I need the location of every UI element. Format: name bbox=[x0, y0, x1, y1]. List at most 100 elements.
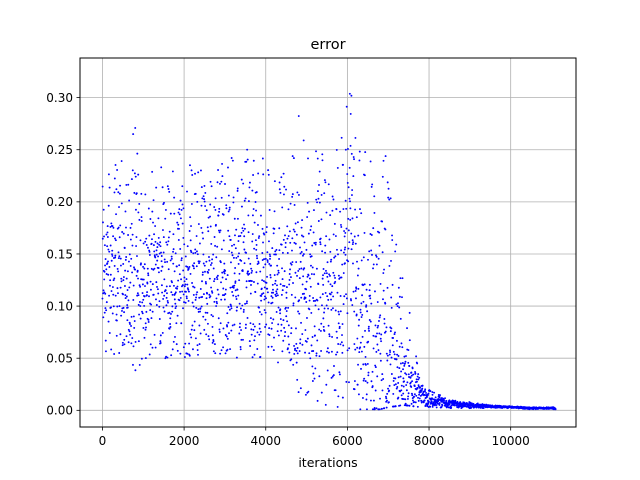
data-point bbox=[130, 222, 133, 225]
data-point bbox=[227, 210, 230, 213]
data-point bbox=[325, 211, 328, 214]
data-point bbox=[399, 362, 402, 365]
data-point bbox=[125, 226, 127, 229]
data-point bbox=[213, 343, 216, 346]
data-point bbox=[333, 365, 335, 367]
data-point bbox=[132, 284, 135, 287]
data-point bbox=[243, 235, 246, 238]
data-point bbox=[142, 265, 145, 268]
data-point bbox=[416, 387, 419, 390]
data-point bbox=[333, 222, 336, 225]
data-point bbox=[198, 296, 201, 299]
data-point bbox=[347, 217, 350, 220]
data-point bbox=[290, 327, 293, 330]
data-point bbox=[404, 402, 407, 405]
data-point bbox=[296, 274, 298, 277]
data-point bbox=[188, 354, 191, 357]
data-point bbox=[258, 327, 261, 330]
data-point bbox=[139, 317, 142, 320]
data-point bbox=[148, 254, 151, 256]
data-point bbox=[371, 183, 374, 186]
data-point bbox=[158, 305, 161, 308]
data-point bbox=[285, 296, 288, 299]
data-point bbox=[117, 270, 120, 273]
data-point bbox=[379, 397, 381, 400]
data-point bbox=[260, 294, 263, 297]
data-point bbox=[353, 158, 355, 161]
data-point bbox=[370, 234, 373, 236]
data-point bbox=[221, 276, 224, 279]
data-point bbox=[208, 259, 211, 262]
data-point bbox=[208, 256, 210, 258]
data-point bbox=[141, 301, 144, 304]
data-point bbox=[227, 321, 230, 324]
data-point bbox=[234, 234, 236, 237]
data-point bbox=[160, 260, 163, 263]
data-point bbox=[288, 230, 291, 233]
data-point bbox=[144, 193, 147, 196]
data-point bbox=[299, 342, 302, 345]
data-point bbox=[349, 144, 352, 147]
data-point bbox=[397, 286, 400, 289]
data-point bbox=[314, 243, 317, 246]
data-point bbox=[342, 251, 345, 254]
data-point bbox=[335, 353, 338, 356]
data-point bbox=[219, 261, 222, 264]
data-point bbox=[102, 208, 105, 211]
data-point bbox=[111, 312, 114, 315]
data-point bbox=[386, 399, 388, 402]
data-point bbox=[327, 298, 330, 301]
data-point bbox=[396, 305, 399, 308]
data-point bbox=[171, 293, 174, 296]
data-point bbox=[322, 274, 324, 277]
data-point bbox=[417, 384, 420, 387]
data-point bbox=[375, 263, 378, 266]
data-point bbox=[352, 175, 355, 178]
data-point bbox=[291, 237, 294, 240]
data-point bbox=[162, 236, 165, 239]
data-point bbox=[407, 361, 410, 364]
data-point bbox=[390, 296, 393, 299]
data-point bbox=[431, 391, 434, 393]
data-point bbox=[413, 395, 415, 398]
data-point bbox=[384, 228, 387, 231]
data-point bbox=[347, 229, 350, 232]
data-point bbox=[385, 326, 388, 329]
data-point bbox=[240, 231, 243, 234]
data-point bbox=[375, 407, 378, 410]
data-point bbox=[140, 357, 143, 360]
data-point bbox=[201, 197, 204, 200]
data-point bbox=[215, 276, 218, 279]
data-point bbox=[340, 276, 343, 279]
data-point bbox=[167, 268, 170, 271]
data-point bbox=[304, 393, 307, 396]
data-point bbox=[353, 343, 356, 345]
data-point bbox=[283, 193, 285, 196]
data-point bbox=[310, 225, 313, 228]
data-point bbox=[226, 312, 229, 315]
data-point bbox=[161, 331, 164, 334]
data-point bbox=[138, 284, 141, 287]
data-point bbox=[106, 231, 109, 234]
data-point bbox=[106, 262, 109, 265]
data-point bbox=[244, 302, 247, 305]
data-point bbox=[122, 276, 125, 278]
data-point bbox=[102, 316, 105, 319]
data-point bbox=[383, 407, 386, 410]
data-point bbox=[131, 244, 134, 247]
data-point bbox=[155, 186, 158, 189]
data-point bbox=[247, 231, 250, 234]
y-axis-ticks: 0.000.050.100.150.200.250.30 bbox=[46, 91, 80, 418]
data-point bbox=[202, 293, 205, 296]
data-point bbox=[402, 377, 405, 380]
data-point bbox=[295, 327, 297, 330]
data-point bbox=[172, 248, 175, 251]
data-point bbox=[178, 227, 180, 230]
data-point bbox=[139, 305, 142, 307]
data-point bbox=[149, 309, 152, 312]
data-point bbox=[143, 263, 146, 266]
data-point bbox=[166, 292, 168, 295]
data-point bbox=[368, 289, 371, 292]
data-point bbox=[366, 381, 369, 384]
data-point bbox=[276, 294, 279, 297]
